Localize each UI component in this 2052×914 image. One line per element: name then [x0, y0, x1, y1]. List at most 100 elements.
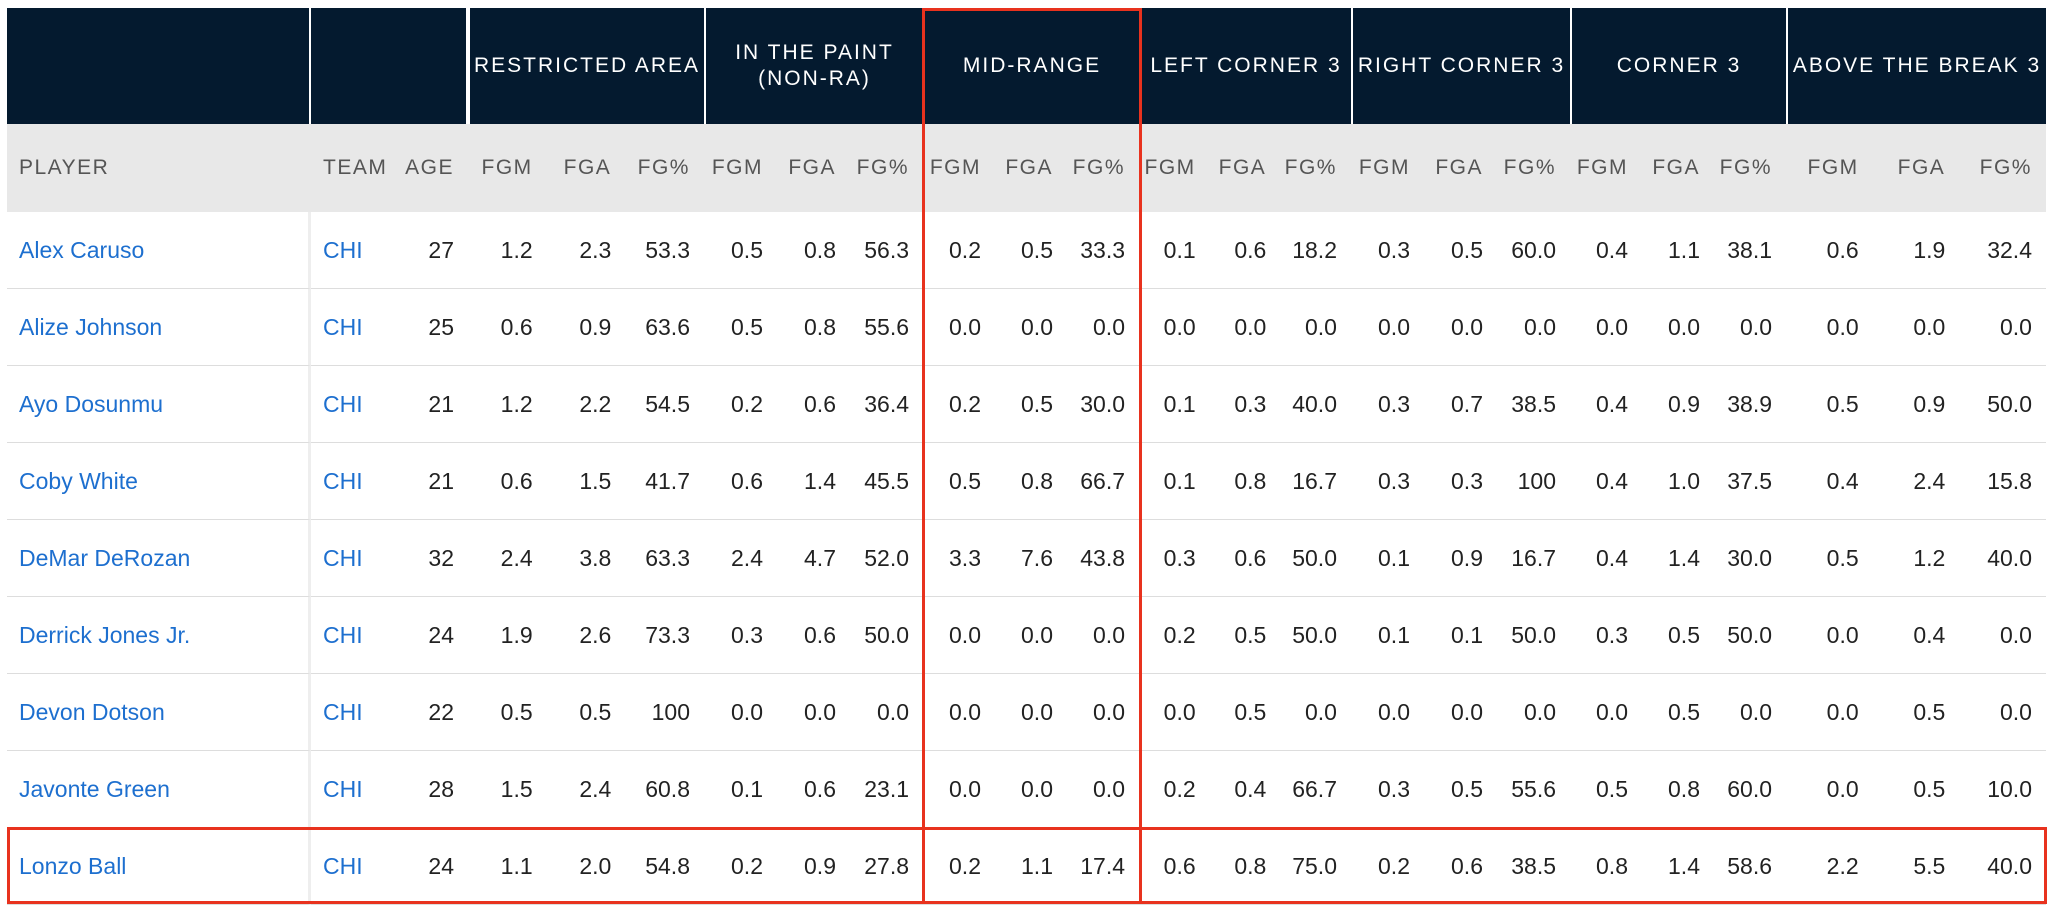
stat-cell: 0.0	[1351, 674, 1424, 751]
column-header: FG%	[1280, 124, 1351, 212]
stat-cell: 23.1	[850, 751, 923, 828]
column-header: TEAM	[311, 124, 393, 212]
player-link[interactable]: Derrick Jones Jr.	[7, 597, 311, 674]
stat-cell: 50.0	[850, 597, 923, 674]
stat-cell: 0.0	[1067, 674, 1139, 751]
stat-cell: 0.5	[1642, 597, 1714, 674]
stat-cell: 0.6	[1786, 212, 1873, 289]
stat-cell: 56.3	[850, 212, 923, 289]
stat-cell: 0.8	[1570, 828, 1642, 905]
stat-cell: 0.8	[1209, 828, 1281, 905]
column-header: FGM	[1786, 124, 1873, 212]
column-header: FGM	[704, 124, 777, 212]
stat-cell: 0.9	[777, 828, 850, 905]
column-header: FG%	[1714, 124, 1786, 212]
stat-cell: 0.2	[923, 366, 995, 443]
stat-cell: 40.0	[1959, 520, 2046, 597]
stat-cell: 0.2	[923, 828, 995, 905]
stat-cell: 0.4	[1570, 212, 1642, 289]
team-link[interactable]: CHI	[311, 674, 393, 751]
stat-cell: 0.5	[1786, 520, 1873, 597]
team-link[interactable]: CHI	[311, 597, 393, 674]
stat-cell: 0.0	[923, 597, 995, 674]
column-header: FGM	[468, 124, 547, 212]
group-header: LEFT CORNER 3	[1141, 8, 1351, 124]
stat-cell: 0.4	[1570, 366, 1642, 443]
stat-cell: 2.3	[546, 212, 626, 289]
stat-cell: 0.0	[1959, 674, 2046, 751]
column-header: FGM	[1351, 124, 1424, 212]
player-link[interactable]: Coby White	[7, 443, 311, 520]
stat-cell: 0.5	[1424, 751, 1497, 828]
team-link[interactable]: CHI	[311, 520, 393, 597]
stat-cell: 0.0	[1280, 289, 1351, 366]
stat-cell: 0.0	[850, 674, 923, 751]
stat-cell: 0.5	[1209, 674, 1281, 751]
column-header: FGA	[546, 124, 626, 212]
stat-cell: 55.6	[1497, 751, 1570, 828]
player-link[interactable]: Alize Johnson	[7, 289, 311, 366]
stat-cell: 0.4	[1570, 520, 1642, 597]
stat-cell: 0.8	[777, 289, 850, 366]
stat-cell: 0.0	[1786, 597, 1873, 674]
stat-cell: 0.1	[704, 751, 777, 828]
player-link[interactable]: Alex Caruso	[7, 212, 311, 289]
team-link[interactable]: CHI	[311, 212, 393, 289]
stat-cell: 0.0	[1280, 674, 1351, 751]
stat-cell: 38.9	[1714, 366, 1786, 443]
player-link[interactable]: Devon Dotson	[7, 674, 311, 751]
team-link[interactable]: CHI	[311, 366, 393, 443]
player-link[interactable]: DeMar DeRozan	[7, 520, 311, 597]
stat-cell: 7.6	[995, 520, 1067, 597]
column-header: FGA	[1209, 124, 1281, 212]
player-link[interactable]: Lonzo Ball	[7, 828, 311, 905]
stat-cell: 0.6	[777, 751, 850, 828]
stat-cell: 0.5	[704, 212, 777, 289]
stat-cell: 40.0	[1280, 366, 1351, 443]
stat-cell: 54.5	[625, 366, 704, 443]
team-link[interactable]: CHI	[311, 751, 393, 828]
stat-cell: 27.8	[850, 828, 923, 905]
stat-cell: 0.0	[1959, 289, 2046, 366]
group-header: ABOVE THE BREAK 3	[1788, 8, 2046, 124]
stat-cell: 3.3	[923, 520, 995, 597]
stat-cell: 36.4	[850, 366, 923, 443]
stat-cell: 0.3	[1424, 443, 1497, 520]
stat-cell: 0.0	[1570, 674, 1642, 751]
stat-cell: 0.1	[1139, 212, 1210, 289]
player-link[interactable]: Javonte Green	[7, 751, 311, 828]
stat-cell: 0.0	[777, 674, 850, 751]
stat-cell: 1.9	[1872, 212, 1960, 289]
stat-cell: 0.8	[777, 212, 850, 289]
stat-cell: 55.6	[850, 289, 923, 366]
stat-cell: 3.8	[546, 520, 626, 597]
column-header: FGA	[1642, 124, 1714, 212]
stat-cell: 50.0	[1497, 597, 1570, 674]
stat-cell: 0.0	[1570, 289, 1642, 366]
stat-cell: 0.6	[777, 597, 850, 674]
stat-cell: 0.5	[1570, 751, 1642, 828]
stat-cell: 0.1	[1424, 597, 1497, 674]
stat-cell: 0.1	[1351, 520, 1424, 597]
stat-cell: 100	[625, 674, 704, 751]
stat-cell: 0.0	[995, 674, 1067, 751]
team-link[interactable]: CHI	[311, 443, 393, 520]
stat-cell: 22	[393, 674, 468, 751]
group-header: MID-RANGE	[925, 8, 1139, 124]
column-header: FG%	[625, 124, 704, 212]
stat-cell: 30.0	[1714, 520, 1786, 597]
group-header: IN THE PAINT (NON-RA)	[706, 8, 923, 124]
column-header: FG%	[1067, 124, 1139, 212]
column-header: FGA	[777, 124, 850, 212]
team-link[interactable]: CHI	[311, 828, 393, 905]
stat-cell: 32	[393, 520, 468, 597]
team-link[interactable]: CHI	[311, 289, 393, 366]
player-link[interactable]: Ayo Dosunmu	[7, 366, 311, 443]
stat-cell: 0.0	[1351, 289, 1424, 366]
stat-cell: 50.0	[1280, 597, 1351, 674]
stat-cell: 2.2	[1786, 828, 1873, 905]
stat-cell: 0.0	[923, 751, 995, 828]
stat-cell: 0.0	[1497, 674, 1570, 751]
stat-cell: 0.0	[1714, 289, 1786, 366]
stat-cell: 0.9	[1872, 366, 1960, 443]
